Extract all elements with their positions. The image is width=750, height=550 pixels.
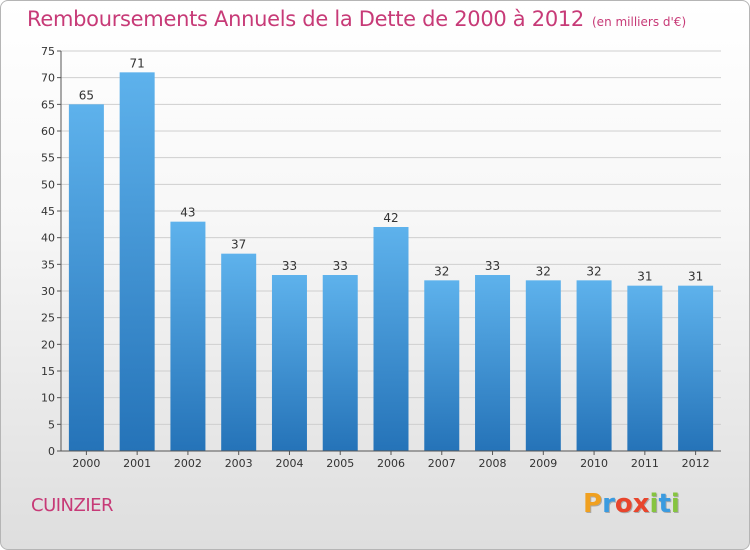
- y-tick-label: 15: [41, 365, 55, 378]
- y-tick-label: 0: [48, 445, 55, 458]
- bar-2003: [221, 253, 257, 451]
- logo-letter: P: [583, 489, 603, 519]
- title-text: Remboursements Annuels de la Dette de 20…: [27, 7, 584, 31]
- x-tick-label: 2011: [631, 457, 659, 470]
- y-tick-label: 35: [41, 258, 55, 271]
- y-tick-label: 40: [41, 232, 55, 245]
- data-label: 42: [383, 211, 398, 225]
- data-label: 33: [333, 259, 348, 273]
- bar-2010: [576, 280, 612, 451]
- data-label: 65: [79, 88, 94, 102]
- axes: [57, 50, 721, 455]
- x-tick-label: 2001: [123, 457, 151, 470]
- data-label: 32: [434, 264, 449, 278]
- logo-letter: o: [614, 489, 633, 519]
- x-tick-label: 2010: [580, 457, 608, 470]
- x-tick-label: 2006: [377, 457, 405, 470]
- bar-2001: [119, 72, 155, 451]
- x-tick-label: 2009: [529, 457, 557, 470]
- y-tick-label: 65: [41, 98, 55, 111]
- y-tick-label: 75: [41, 45, 55, 58]
- data-label: 33: [485, 259, 500, 273]
- logo-letter: x: [632, 489, 650, 519]
- y-tick-label: 50: [41, 178, 55, 191]
- x-tick-label: 2005: [326, 457, 354, 470]
- data-label: 71: [130, 56, 145, 70]
- y-tick-label: 25: [41, 312, 55, 325]
- x-tick-label: 2002: [174, 457, 202, 470]
- y-tick-label: 20: [41, 338, 55, 351]
- x-tick-label: 2007: [428, 457, 456, 470]
- y-tick-label: 70: [41, 72, 55, 85]
- x-tick-label: 2004: [275, 457, 303, 470]
- logo-letter: t: [658, 489, 671, 519]
- data-label: 43: [180, 206, 195, 220]
- bar-2000: [68, 104, 104, 451]
- chart-title: Remboursements Annuels de la Dette de 20…: [27, 7, 686, 31]
- x-tick-label: 2012: [682, 457, 710, 470]
- bar-2007: [424, 280, 460, 451]
- y-tick-label: 5: [48, 418, 55, 431]
- x-tick-label: 2003: [225, 457, 253, 470]
- proxiti-logo: Proxiti: [583, 489, 680, 519]
- data-label: 32: [536, 264, 551, 278]
- bar-2012: [678, 285, 714, 451]
- chart-subtitle: (en milliers d'€): [592, 15, 687, 29]
- bar-2004: [271, 275, 307, 451]
- bar-2008: [475, 275, 511, 451]
- bar-2009: [525, 280, 561, 451]
- y-tick-label: 10: [41, 392, 55, 405]
- x-tick-label: 2000: [72, 457, 100, 470]
- bar-2006: [373, 227, 409, 451]
- commune-name: CUINZIER: [31, 495, 114, 516]
- data-label: 33: [282, 259, 297, 273]
- bar-2002: [170, 221, 206, 451]
- data-label: 37: [231, 238, 246, 252]
- bar-2011: [627, 285, 663, 451]
- data-label: 31: [688, 270, 703, 284]
- y-tick-label: 45: [41, 205, 55, 218]
- data-label: 31: [637, 270, 652, 284]
- labels: 0 5 10 15 20 25 30 35 40 45 50 55 60 65 70 75 2000 65 2001…: [41, 45, 710, 470]
- y-tick-label: 55: [41, 152, 55, 165]
- logo-letter: i: [670, 489, 680, 519]
- bars: [68, 72, 714, 451]
- logo-letter: r: [602, 489, 615, 519]
- y-tick-label: 60: [41, 125, 55, 138]
- data-label: 32: [586, 264, 601, 278]
- y-tick-label: 30: [41, 285, 55, 298]
- logo-letter: i: [649, 489, 659, 519]
- x-tick-label: 2008: [479, 457, 507, 470]
- bar-2005: [322, 275, 358, 451]
